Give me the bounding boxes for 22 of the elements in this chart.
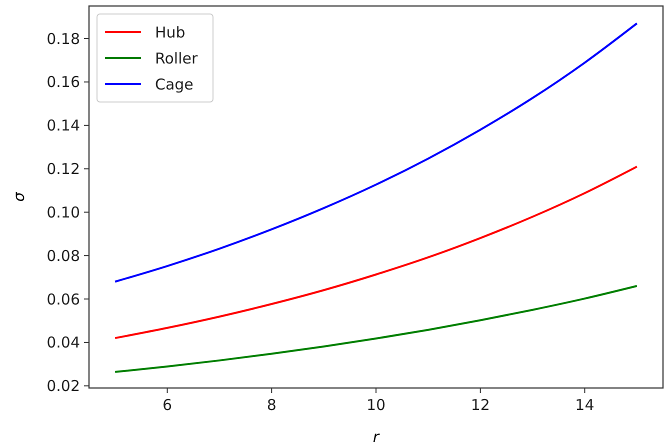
legend-label: Hub [155, 23, 186, 42]
x-tick-label: 14 [575, 396, 594, 414]
y-tick-label: 0.06 [46, 290, 80, 308]
line-series [114, 166, 638, 340]
y-tick-label: 0.02 [46, 377, 80, 396]
x-tick-label: 10 [366, 396, 386, 414]
line-series [114, 22, 638, 283]
x-tick-label: 12 [470, 396, 490, 414]
x-tick-label: 8 [266, 396, 276, 414]
y-tick-label: 0.12 [46, 160, 80, 178]
legend-label: Roller [155, 49, 198, 68]
line-series [114, 284, 638, 373]
y-tick-label: 0.10 [46, 203, 80, 222]
x-tick-label: 6 [162, 396, 172, 414]
legend-label: Cage [155, 75, 194, 94]
y-tick-label: 0.18 [46, 30, 80, 48]
y-tick-label: 0.14 [46, 116, 80, 135]
x-axis-title: r [372, 428, 380, 446]
y-axis-title: σ [10, 192, 28, 202]
y-tick-label: 0.04 [46, 334, 80, 352]
y-tick-label: 0.08 [46, 246, 80, 265]
y-tick-label: 0.16 [46, 73, 80, 92]
